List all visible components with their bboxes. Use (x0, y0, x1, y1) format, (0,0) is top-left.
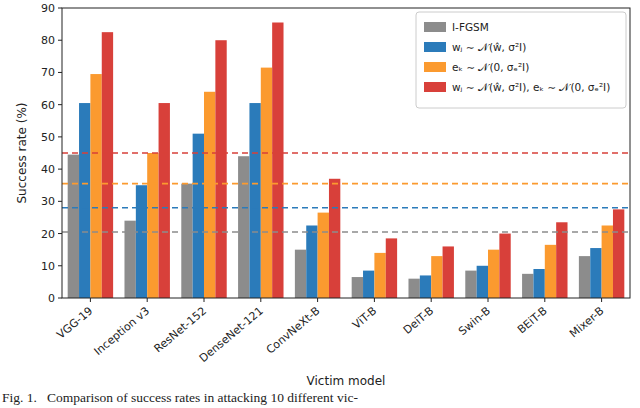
category-label: ConvNeXt-B (264, 304, 323, 356)
tick (374, 298, 375, 302)
tick (58, 104, 62, 105)
bar (249, 103, 260, 298)
mean-line (62, 231, 630, 233)
tick (58, 136, 62, 137)
category-label: Inception v3 (92, 304, 153, 358)
bar (193, 134, 204, 298)
bar (533, 269, 544, 298)
legend-swatch (424, 22, 446, 32)
tick (58, 8, 62, 9)
tick-label: 40 (41, 163, 55, 176)
bar (363, 271, 374, 298)
tick-label: 60 (41, 99, 55, 112)
tick (544, 298, 545, 302)
bar (465, 271, 476, 298)
bar (90, 74, 101, 298)
tick (90, 298, 91, 302)
tick-label: 20 (41, 228, 55, 241)
tick-label: 70 (41, 66, 55, 79)
legend-label: I-FGSM (452, 21, 489, 33)
bar (408, 279, 419, 298)
tick (260, 298, 261, 302)
chart: 0 10 20 30 40 50 60 70 80 90 VGG-19Inception v3Res… (0, 0, 640, 408)
bar (215, 40, 226, 298)
tick (58, 233, 62, 234)
bar (602, 226, 613, 299)
tick-label: 50 (41, 131, 55, 144)
tick-label: 80 (41, 34, 55, 47)
category-label: BEiT-B (515, 304, 550, 336)
bar (522, 274, 533, 298)
tick-label: 10 (41, 260, 55, 273)
bar (238, 156, 249, 298)
bar (386, 238, 397, 298)
bar (499, 234, 510, 298)
bar (431, 256, 442, 298)
bar (590, 248, 601, 298)
legend-swatch (424, 42, 446, 52)
category-label: VGG-19 (54, 304, 95, 341)
category-label: DenseNet-121 (197, 304, 266, 365)
tick (58, 40, 62, 41)
bar (102, 32, 113, 298)
bar (556, 222, 567, 298)
legend-swatch (424, 82, 446, 92)
category-label: ResNet-152 (152, 304, 209, 355)
bar (181, 184, 192, 298)
bar (352, 277, 363, 298)
tick (204, 298, 205, 302)
bar (306, 226, 317, 299)
bar (295, 250, 306, 298)
category-label: Mixer-B (567, 304, 606, 340)
bar (79, 103, 90, 298)
bar (318, 213, 329, 298)
caption: Fig. 1. Comparison of success rates in a… (2, 390, 358, 405)
tick-label: 90 (41, 2, 55, 15)
category-label: DeiT-B (401, 304, 436, 337)
bar (579, 256, 590, 298)
bar (443, 246, 454, 298)
tick-label: 0 (48, 292, 55, 305)
y-axis-label: Success rate (%) (15, 102, 29, 203)
bar (613, 209, 624, 298)
legend (416, 12, 626, 108)
bar (329, 179, 340, 298)
bar (420, 275, 431, 298)
legend-label: eₖ ∼ 𝒩(0, σₑ²I) (452, 61, 529, 73)
tick (601, 298, 602, 302)
tick (58, 298, 62, 299)
bar (545, 245, 556, 298)
bar (204, 92, 215, 298)
bar (159, 103, 170, 298)
tick (431, 298, 432, 302)
tick (147, 298, 148, 302)
bar (136, 185, 147, 298)
legend-swatch (424, 62, 446, 72)
mean-line (62, 183, 630, 185)
tick (317, 298, 318, 302)
tick (488, 298, 489, 302)
legend-label: wⱼ ∼ 𝒩(ŵ, σ²I), eₖ ∼ 𝒩(0, σₑ²I) (452, 81, 610, 93)
bar (374, 253, 385, 298)
tick (58, 169, 62, 170)
mean-line (62, 152, 630, 154)
tick (58, 265, 62, 266)
x-axis-label: Victim model (307, 374, 386, 388)
bar (68, 155, 79, 298)
bar (488, 250, 499, 298)
bar (272, 23, 283, 299)
tick (58, 201, 62, 202)
tick-label: 30 (41, 195, 55, 208)
frame (62, 8, 630, 298)
tick (58, 72, 62, 73)
bar (147, 153, 158, 298)
category-label: Swin-B (456, 304, 493, 338)
category-label: ViT-B (350, 304, 379, 331)
legend-label: wⱼ ∼ 𝒩(ŵ, σ²I) (452, 41, 526, 53)
bar (261, 68, 272, 298)
mean-line (62, 207, 630, 209)
bar (477, 266, 488, 298)
